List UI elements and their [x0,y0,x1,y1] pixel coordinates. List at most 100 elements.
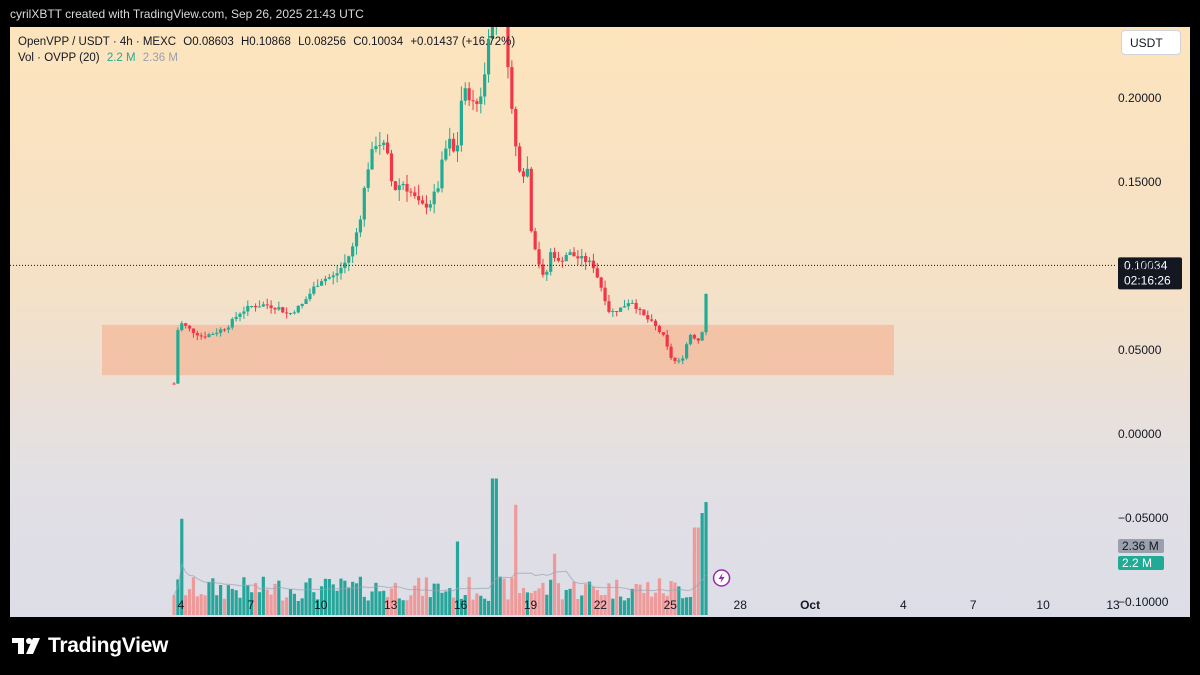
candle-body [584,256,588,263]
volume-bar [494,478,498,615]
volume-bar [560,599,564,615]
candle-body [688,334,693,345]
open-value: O0.08603 [183,36,234,48]
volume-bar [584,584,588,615]
volume-bar [420,595,425,615]
volume-bar [323,578,328,615]
volume-bar [646,582,650,615]
candle-body [471,100,475,102]
volume-current-badge-label: 2.2 M [1122,556,1152,570]
volume-bar [296,600,300,615]
volume-bar [378,591,382,615]
candle-body [552,252,557,258]
candle-body [191,328,196,333]
close-value: C0.10034 [353,36,404,48]
volume-bar [572,581,576,615]
symbol-label[interactable]: OpenVPP / USDT · 4h · MEXC [18,36,177,48]
volume-bar [199,594,203,615]
candle-body [312,286,316,294]
volume-ma-badge [1118,539,1164,553]
volume-bar [653,592,658,615]
volume-bar [382,590,386,615]
volume-bar [510,577,514,615]
volume-bar [638,584,642,615]
volume-bar [591,586,596,615]
volume-bar [665,595,669,615]
volume-bar [630,588,634,615]
volume-bar [401,600,405,615]
volume-bar [428,597,432,615]
candle-body [661,332,665,335]
candle-body [362,187,366,220]
candle-body [634,302,638,310]
candle-body [351,246,355,257]
currency-button[interactable]: USDT [1121,30,1181,55]
volume-bar [242,577,246,615]
candle-body [331,275,335,278]
volume-bar [405,600,409,615]
candle-body [347,256,351,263]
change-value: +0.01437 (+16.72%) [410,36,516,48]
candle-body [615,311,619,313]
volume-bar [529,592,533,615]
volume-bar [172,595,176,615]
volume-bar [622,600,627,615]
volume-bar [521,587,526,615]
candle-body [599,277,603,288]
volume-bar [195,596,199,615]
candle-body [417,196,421,201]
candle-body [455,145,460,152]
candle-body [657,326,662,333]
candle-body [467,88,471,101]
x-axis-tick-label: 16 [454,598,468,612]
candle-body [366,169,370,188]
tradingview-wordmark: TradingView [48,634,169,657]
candle-body [265,304,269,306]
tradingview-logo[interactable]: TradingView [12,634,168,658]
candle-body [572,252,576,257]
volume-ma-value: 2.36 M [142,52,178,64]
volume-bar [385,597,390,615]
candle-body [669,346,673,358]
volume-value: 2.2 M [106,52,136,64]
volume-bar [432,583,436,615]
volume-bar [327,578,331,615]
volume-bar [354,583,359,615]
volume-bar [176,579,180,615]
volume-bar [335,590,339,615]
candle-body [215,332,219,335]
candle-body [323,278,328,282]
candle-body [409,191,413,193]
candle-body [242,311,246,314]
candle-body [405,183,409,192]
volume-bar [537,588,541,615]
volume-bar [463,595,467,615]
volume-bar [366,600,370,615]
candle-body [184,323,188,326]
volume-indicator-label[interactable]: Vol · OVPP (20) [18,52,100,64]
lightning-bolt-glyph [718,573,725,583]
volume-bar [370,591,374,615]
candle-body [475,101,479,104]
candle-body [393,181,397,190]
volume-legend-row: Vol · OVPP (20) 2.2 M 2.36 M [18,50,519,66]
candle-body [696,338,700,341]
candle-body [172,383,176,385]
volume-bar [444,591,448,615]
volume-bar [238,597,242,615]
candle-body [595,268,599,278]
volume-bar [650,596,654,615]
volume-bar [688,596,693,615]
volume-bar [187,589,192,615]
price-legend-row: OpenVPP / USDT · 4h · MEXC O0.08603 H0.1… [18,34,519,50]
candle-body [681,358,685,361]
volume-bar [273,583,277,615]
candle-body [521,171,526,177]
volume-bar [331,584,335,615]
candle-body [277,307,281,310]
x-axis-tick-label: 7 [248,598,255,612]
candle-body [700,332,704,341]
volume-bar [595,590,599,615]
